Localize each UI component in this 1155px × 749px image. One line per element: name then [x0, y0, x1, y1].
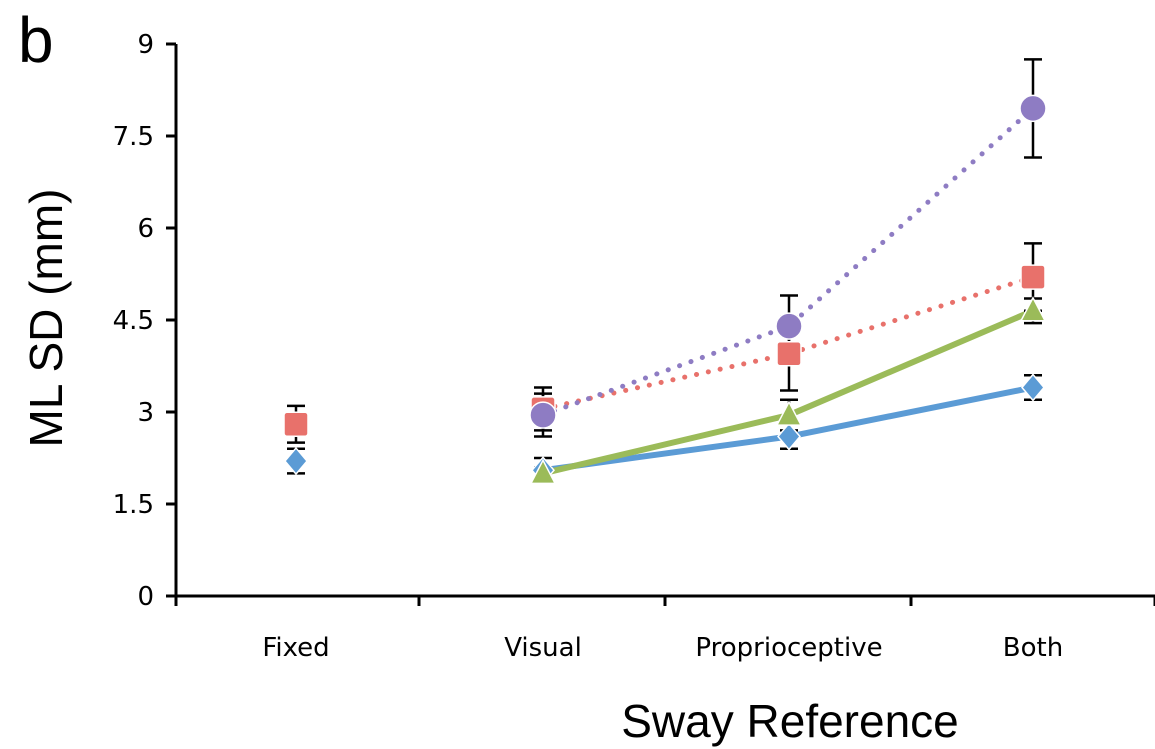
series-line-4 [540, 105, 1036, 418]
data-point [529, 401, 557, 429]
data-point [283, 411, 309, 438]
data-point [1021, 373, 1045, 402]
x-axis-title: Sway Reference [621, 695, 959, 747]
data-point [1020, 264, 1046, 290]
panel-label: b [18, 4, 54, 76]
y-ticks: 0 1.5 3 4.5 6 7.5 9 [113, 30, 176, 612]
data-point [776, 340, 802, 367]
y-axis-title: ML SD (mm) [20, 189, 72, 448]
data-point [1019, 94, 1047, 123]
y-tick-label: 0 [137, 582, 154, 612]
data-point [775, 312, 803, 340]
y-tick-label: 7.5 [113, 122, 154, 152]
data-point [777, 422, 801, 451]
data-point [529, 458, 557, 485]
y-tick-label: 6 [137, 214, 154, 244]
x-tick-label: Proprioceptive [695, 633, 882, 663]
data-point [1019, 296, 1047, 322]
data-point [775, 400, 803, 426]
y-tick-label: 1.5 [113, 490, 154, 520]
x-tick-label: Fixed [262, 633, 329, 663]
series-layer [283, 58, 1047, 485]
y-tick-label: 3 [137, 398, 154, 428]
x-ticks: Fixed Visual Proprioceptive Both [174, 596, 1155, 663]
data-point [284, 446, 308, 476]
y-tick-label: 9 [137, 30, 154, 60]
x-tick-label: Both [1003, 633, 1063, 663]
x-tick-label: Visual [504, 633, 582, 663]
y-tick-label: 4.5 [113, 306, 154, 336]
